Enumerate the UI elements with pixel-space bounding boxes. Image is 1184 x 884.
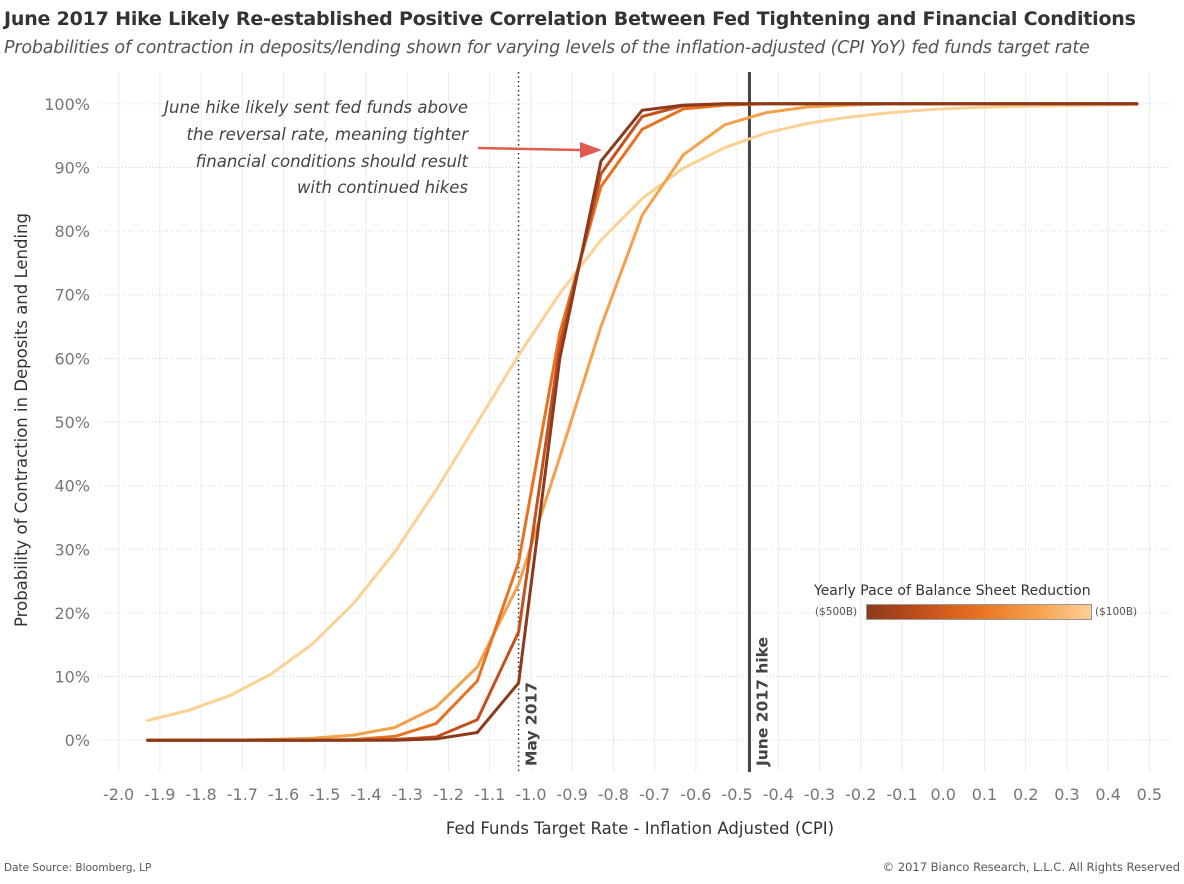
x-tick-label: -1.2 [433, 785, 464, 804]
annotation-line-1: June hike likely sent fed funds above [161, 98, 468, 117]
y-tick-label: 0% [65, 731, 90, 750]
data-source-note: Date Source: Bloomberg, LP [4, 862, 152, 874]
x-tick-labels: -2.0 -1.9 -1.8 -1.7 -1.6 -1.5 -1.4 -1.3 -1.2 -1.1… [103, 785, 1162, 804]
y-tick-label: 60% [54, 349, 90, 368]
annotation-line-2: the reversal rate, meaning tighter [187, 125, 470, 144]
y-tick-label: 40% [54, 477, 90, 496]
y-tick-label: 70% [54, 286, 90, 305]
annotation: June hike likely sent fed funds above th… [161, 98, 602, 197]
legend-min-label: ($500B) [815, 606, 858, 618]
x-tick-label: -1.8 [185, 785, 216, 804]
reference-line-label: June 2017 hike [753, 637, 771, 767]
series-line [146, 103, 1139, 722]
x-tick-label: -1.0 [515, 785, 546, 804]
x-tick-label: -1.1 [474, 785, 505, 804]
annotation-arrow-head [580, 142, 602, 158]
legend-max-label: ($100B) [1095, 606, 1138, 618]
x-tick-label: -1.9 [144, 785, 175, 804]
x-tick-label: 0.4 [1095, 785, 1120, 804]
reference-lines: May 2017 June 2017 hike [517, 72, 771, 772]
legend-color-ramp [866, 604, 1092, 620]
y-axis-label: Probability of Contraction in Deposits a… [12, 213, 31, 627]
x-tick-label: -0.4 [763, 785, 794, 804]
reference-line-label: May 2017 [523, 682, 541, 766]
x-tick-label: 0.5 [1137, 785, 1162, 804]
annotation-line-3: financial conditions should result [196, 152, 469, 171]
chart-title: June 2017 Hike Likely Re-established Pos… [4, 8, 1136, 30]
x-tick-label: -0.8 [598, 785, 629, 804]
copyright-note: © 2017 Bianco Research, L.L.C. All Right… [882, 860, 1180, 874]
x-tick-label: -0.3 [804, 785, 835, 804]
y-tick-label: 100% [44, 95, 90, 114]
x-tick-label: -0.1 [886, 785, 917, 804]
series-line [146, 102, 1139, 742]
x-tick-label: -1.6 [268, 785, 299, 804]
y-tick-label: 90% [54, 158, 90, 177]
x-tick-label: 0.0 [931, 785, 956, 804]
x-tick-label: -1.3 [392, 785, 423, 804]
legend-title: Yearly Pace of Balance Sheet Reduction [814, 583, 1091, 599]
x-tick-label: -0.5 [721, 785, 752, 804]
x-axis-label: Fed Funds Target Rate - Inflation Adjust… [446, 819, 834, 838]
annotation-line-4: with continued hikes [297, 178, 468, 197]
series-lines [146, 102, 1139, 742]
grid-lines [98, 72, 1170, 772]
y-tick-label: 20% [54, 604, 90, 623]
x-tick-label: 0.3 [1054, 785, 1079, 804]
x-tick-label: 0.1 [972, 785, 997, 804]
x-tick-label: -1.7 [227, 785, 258, 804]
x-tick-label: 0.2 [1013, 785, 1038, 804]
chart-subtitle: Probabilities of contraction in deposits… [4, 38, 1090, 58]
y-tick-label: 30% [54, 540, 90, 559]
x-tick-label: -1.4 [350, 785, 381, 804]
x-tick-label: -2.0 [103, 785, 134, 804]
y-tick-label: 10% [54, 668, 90, 687]
x-tick-label: -0.7 [639, 785, 670, 804]
y-tick-labels: 0% 10% 20% 30% 40% 50% 60% 70% 80% 90% 100% [44, 95, 90, 750]
x-tick-label: -0.6 [680, 785, 711, 804]
x-tick-label: -0.9 [557, 785, 588, 804]
y-tick-label: 50% [54, 413, 90, 432]
x-tick-label: -0.2 [845, 785, 876, 804]
x-tick-label: -1.5 [309, 785, 340, 804]
annotation-arrow [477, 146, 581, 152]
y-tick-label: 80% [54, 222, 90, 241]
